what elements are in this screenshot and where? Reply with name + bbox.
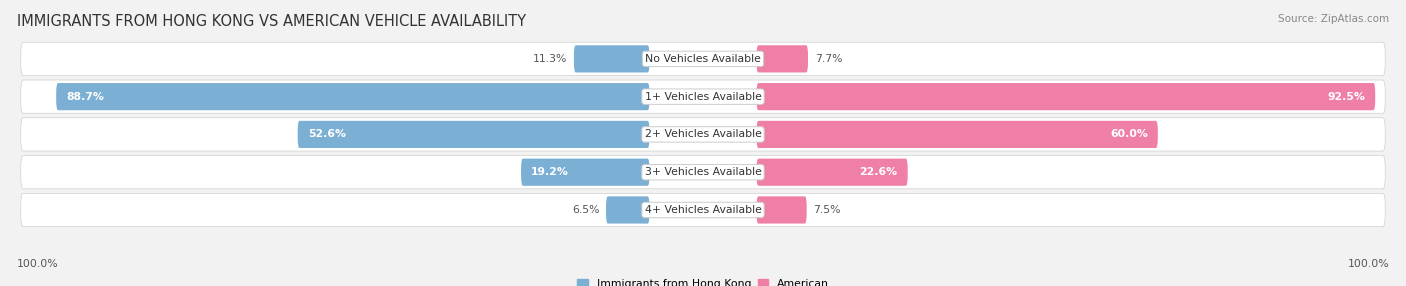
FancyBboxPatch shape <box>298 121 650 148</box>
Text: 4+ Vehicles Available: 4+ Vehicles Available <box>644 205 762 215</box>
Text: No Vehicles Available: No Vehicles Available <box>645 54 761 64</box>
Text: 92.5%: 92.5% <box>1327 92 1365 102</box>
FancyBboxPatch shape <box>21 156 1385 189</box>
FancyBboxPatch shape <box>756 121 1157 148</box>
Text: 52.6%: 52.6% <box>308 130 346 139</box>
Text: 19.2%: 19.2% <box>531 167 569 177</box>
FancyBboxPatch shape <box>21 193 1385 227</box>
FancyBboxPatch shape <box>21 42 1385 76</box>
Text: 3+ Vehicles Available: 3+ Vehicles Available <box>644 167 762 177</box>
Text: 88.7%: 88.7% <box>66 92 104 102</box>
FancyBboxPatch shape <box>756 83 1375 110</box>
FancyBboxPatch shape <box>56 83 650 110</box>
Text: 22.6%: 22.6% <box>859 167 897 177</box>
Text: 11.3%: 11.3% <box>533 54 567 64</box>
Text: 6.5%: 6.5% <box>572 205 599 215</box>
FancyBboxPatch shape <box>756 196 807 224</box>
Legend: Immigrants from Hong Kong, American: Immigrants from Hong Kong, American <box>572 275 834 286</box>
Text: IMMIGRANTS FROM HONG KONG VS AMERICAN VEHICLE AVAILABILITY: IMMIGRANTS FROM HONG KONG VS AMERICAN VE… <box>17 14 526 29</box>
FancyBboxPatch shape <box>606 196 650 224</box>
Text: 60.0%: 60.0% <box>1109 130 1147 139</box>
Text: 100.0%: 100.0% <box>1347 259 1389 269</box>
Text: 2+ Vehicles Available: 2+ Vehicles Available <box>644 130 762 139</box>
Text: Source: ZipAtlas.com: Source: ZipAtlas.com <box>1278 14 1389 24</box>
Text: 7.7%: 7.7% <box>814 54 842 64</box>
Text: 100.0%: 100.0% <box>17 259 59 269</box>
FancyBboxPatch shape <box>522 159 650 186</box>
FancyBboxPatch shape <box>756 45 808 72</box>
FancyBboxPatch shape <box>21 80 1385 113</box>
Text: 7.5%: 7.5% <box>813 205 841 215</box>
FancyBboxPatch shape <box>21 118 1385 151</box>
FancyBboxPatch shape <box>756 159 908 186</box>
Text: 1+ Vehicles Available: 1+ Vehicles Available <box>644 92 762 102</box>
FancyBboxPatch shape <box>574 45 650 72</box>
